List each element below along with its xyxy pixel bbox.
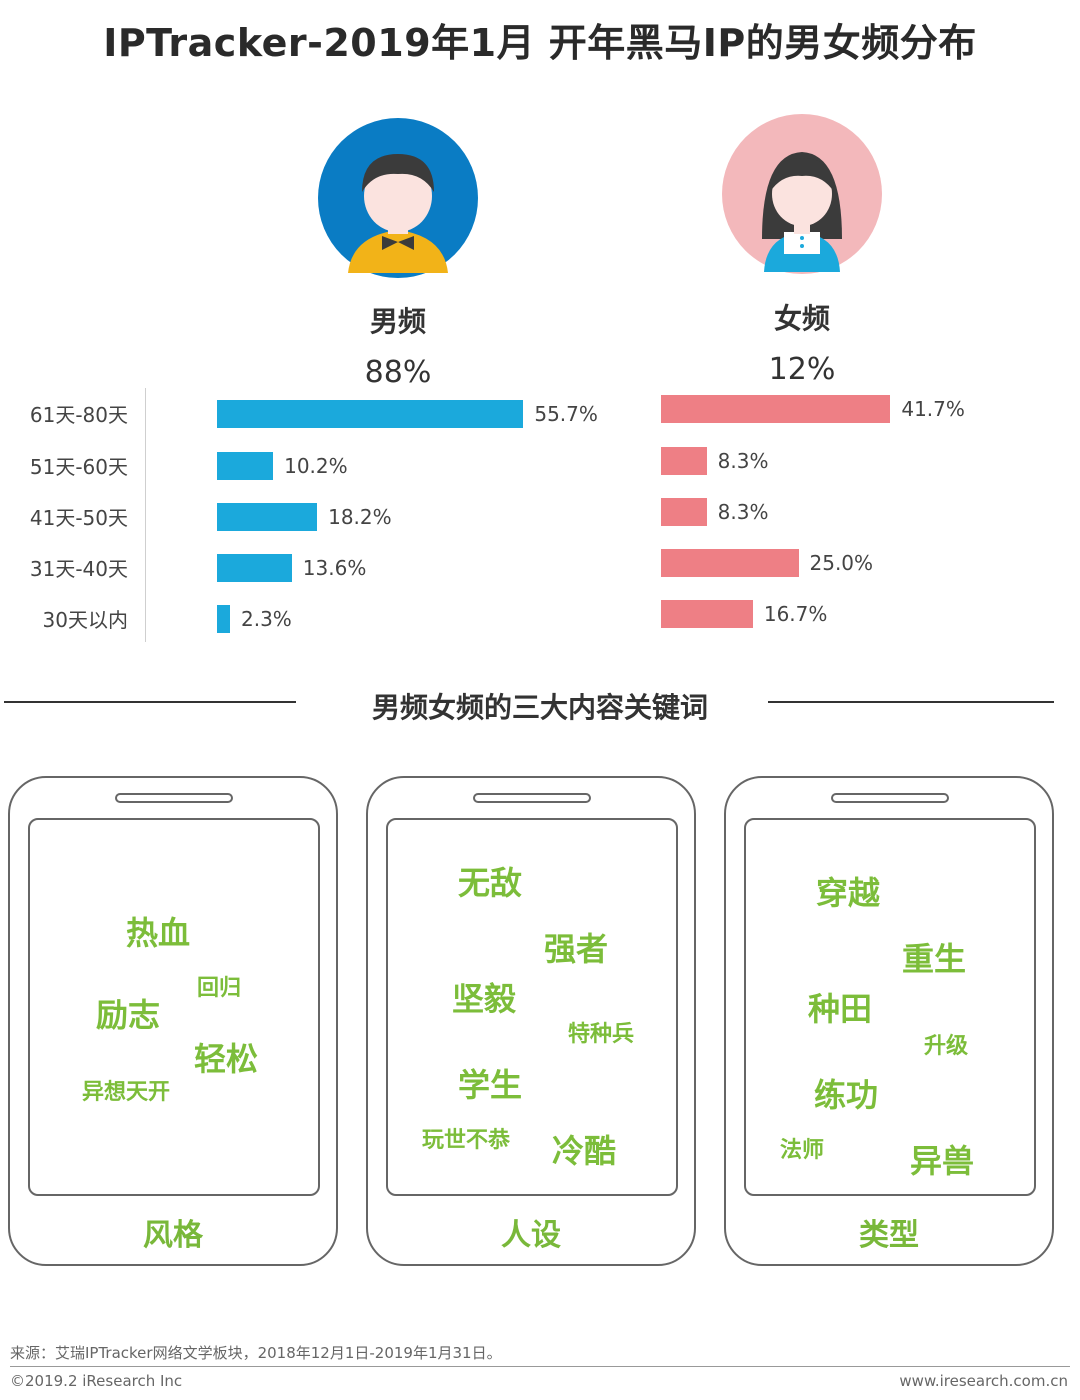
keywords-section-title: 男频女频的三大内容关键词 [371,691,708,724]
bar-value-label: 55.7% [534,402,598,426]
keyword: 强者 [544,930,609,968]
bar [661,395,891,423]
bar [661,447,707,475]
bar-value-label: 10.2% [284,454,348,478]
bar-value-label: 13.6% [302,556,367,580]
bar-value-label: 25.0% [809,551,874,575]
site-url: www.iresearch.com.cn [899,1372,1068,1390]
bar [217,452,274,480]
bar [661,600,753,628]
bar [217,605,230,633]
keyword: 升级 [924,1034,969,1059]
keyword: 励志 [96,996,161,1034]
keyword: 热血 [126,914,191,952]
keyword: 法师 [780,1138,825,1163]
bar-value-label: 18.2% [328,505,392,529]
bar [217,400,524,428]
keyword: 冷酷 [552,1132,617,1170]
phone-style: 热血 回归 励志 轻松 异想天开 风格 [8,776,338,1266]
male-label: 男频 [369,305,426,338]
section-rule-left [4,701,296,703]
bar [217,554,292,582]
keyword: 回归 [197,976,242,1001]
phone-screen: 无敌 强者 坚毅 特种兵 学生 玩世不恭 冷酷 [386,818,678,1196]
phone-speaker [831,793,949,803]
phone-screen: 热血 回归 励志 轻松 异想天开 [28,818,320,1196]
keyword: 重生 [902,940,967,978]
section-rule-right [768,701,1054,703]
keyword: 特种兵 [568,1022,635,1047]
category-label: 61天-80天 [29,403,128,427]
phone-screen: 穿越 重生 种田 升级 练功 法师 异兽 [744,818,1036,1196]
bar-value-label: 2.3% [241,607,292,631]
bar [661,549,799,577]
bar-value-label: 16.7% [763,602,828,626]
category-label: 30天以内 [42,608,128,632]
keyword: 种田 [808,990,873,1028]
phone-genre: 穿越 重生 种田 升级 练功 法师 异兽 类型 [724,776,1054,1266]
category-axis [145,388,146,642]
bar [661,498,707,526]
footer-rule [10,1366,1070,1367]
phone-label: 类型 [859,1218,919,1253]
keyword: 练功 [814,1076,879,1114]
phone-persona: 无敌 强者 坚毅 特种兵 学生 玩世不恭 冷酷 人设 [366,776,696,1266]
page-title: IPTracker-2019年1月 开年黑马IP的男女频分布 [103,21,977,65]
category-label: 51天-60天 [29,455,128,479]
phone-speaker [115,793,233,803]
bar-value-label: 8.3% [717,500,769,524]
female-share: 12% [768,352,836,387]
female-avatar-icon [722,114,882,274]
male-share: 88% [364,355,432,390]
keyword: 无敌 [458,864,523,902]
bar-value-label: 41.7% [901,397,965,421]
keyword: 轻松 [194,1040,259,1078]
keyword: 穿越 [816,874,881,912]
keyword: 异想天开 [82,1080,171,1105]
bar [217,503,318,531]
male-avatar-icon [318,118,478,278]
phone-label: 风格 [143,1218,203,1253]
keyword: 异兽 [910,1142,975,1180]
category-label: 31天-40天 [29,557,128,581]
bar-value-label: 8.3% [717,449,769,473]
keyword: 学生 [458,1066,523,1104]
source-note: 来源：艾瑞IPTracker网络文学板块，2018年12月1日-2019年1月3… [10,1344,502,1362]
female-label: 女频 [773,302,830,335]
category-label: 41天-50天 [29,506,128,530]
copyright: ©2019.2 iResearch Inc [10,1372,183,1390]
phone-label: 人设 [501,1218,561,1253]
keyword: 玩世不恭 [422,1128,511,1153]
keyword: 坚毅 [452,980,517,1018]
phone-speaker [473,793,591,803]
